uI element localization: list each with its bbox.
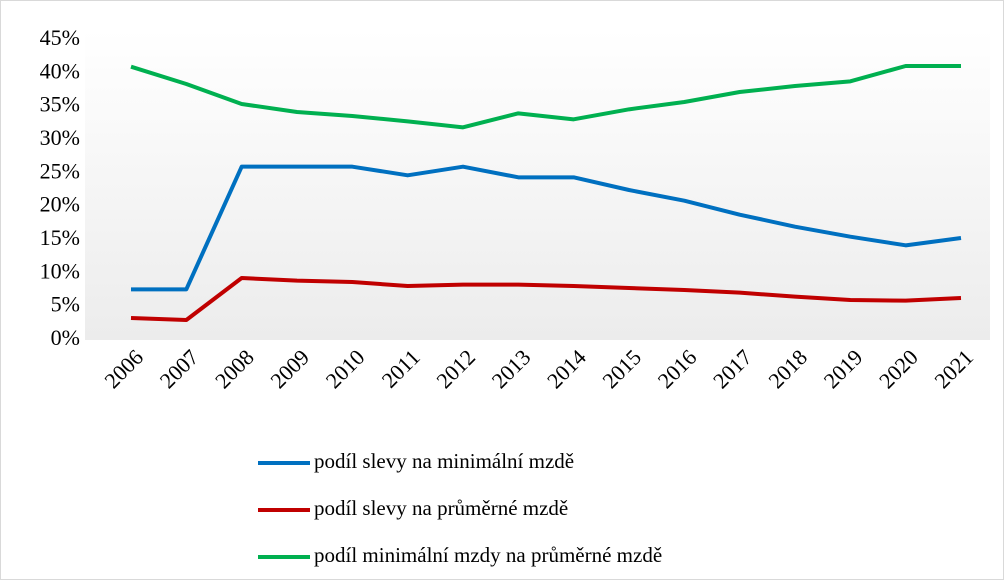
data-line <box>130 64 961 130</box>
y-tick-label: 40% <box>40 58 80 83</box>
data-line <box>130 276 962 322</box>
y-tick-label: 15% <box>40 225 80 250</box>
y-tick-label: 35% <box>40 92 80 117</box>
y-tick-label: 5% <box>51 292 80 317</box>
data-line <box>131 164 962 292</box>
legend-label: podíl minimální mzdy na průměrné mzdě <box>314 543 662 567</box>
y-tick-label: 45% <box>40 25 80 50</box>
legend-label: podíl slevy na průměrné mzdě <box>314 496 568 520</box>
y-tick-label: 30% <box>40 125 80 150</box>
y-tick-label: 25% <box>40 158 80 183</box>
y-tick-label: 0% <box>51 325 80 350</box>
legend-label: podíl slevy na minimální mzdě <box>314 449 574 473</box>
y-tick-label: 10% <box>40 258 80 283</box>
y-tick-label: 20% <box>40 192 80 217</box>
